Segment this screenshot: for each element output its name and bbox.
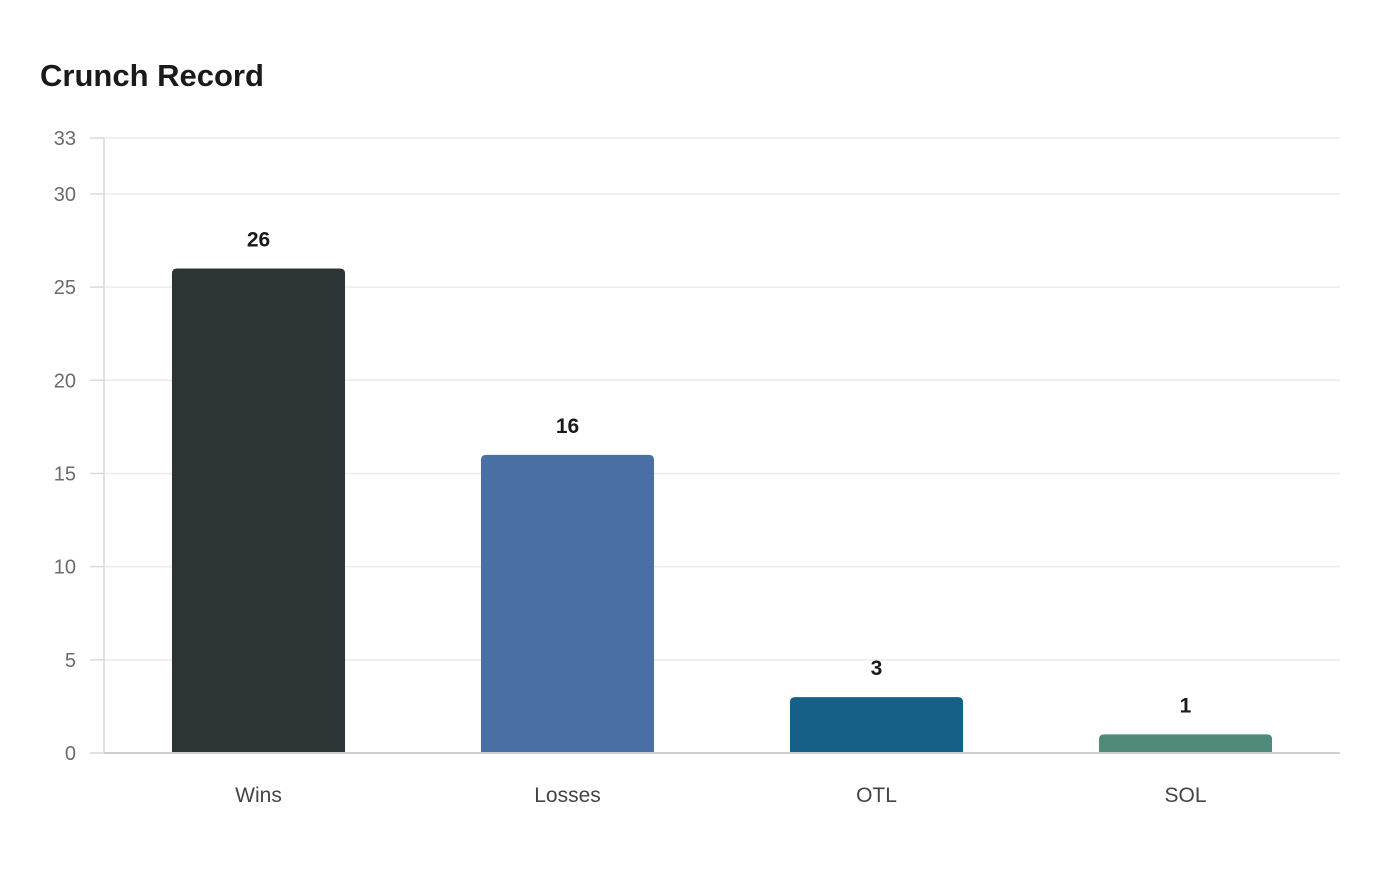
chart-title: Crunch Record	[40, 58, 264, 93]
data-label-otl: 3	[871, 657, 883, 680]
bar-sol	[1098, 734, 1273, 753]
bar-wins	[171, 268, 346, 753]
x-category-label: Wins	[235, 784, 282, 807]
x-category-label: SOL	[1164, 784, 1206, 807]
bar-otl	[789, 697, 964, 753]
y-tick-label: 10	[54, 557, 76, 579]
data-label-losses: 16	[556, 415, 579, 438]
data-label-sol: 1	[1180, 694, 1192, 717]
axes: 0 5 10 15 20 25 30 33	[54, 128, 105, 765]
x-category-label: OTL	[856, 784, 897, 807]
y-tick-label: 15	[54, 463, 76, 485]
bars	[171, 268, 1273, 753]
y-tick-label: 20	[54, 370, 76, 392]
y-tick-label: 33	[54, 128, 76, 150]
data-label-wins: 26	[247, 228, 270, 251]
y-tick-label: 25	[54, 277, 76, 299]
y-tick-label: 0	[65, 743, 76, 765]
y-tick-label: 30	[54, 184, 76, 206]
y-tick-label: 5	[65, 650, 76, 672]
bar-losses	[480, 454, 655, 753]
x-category-label: Losses	[534, 784, 601, 807]
labels: 26 Wins 16 Losses 3 OTL 1 SOL	[104, 228, 1340, 807]
